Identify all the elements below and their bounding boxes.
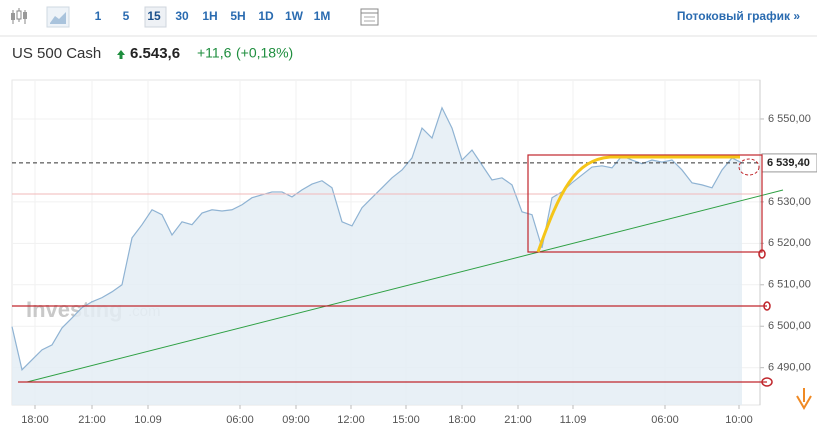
trend-line — [26, 189, 784, 383]
x-tick-label: 15:00 — [392, 414, 420, 426]
last-price-label: 6 539,40 — [767, 157, 810, 169]
box-handle — [758, 249, 766, 259]
x-tick-label: 11.09 — [560, 414, 587, 426]
x-tick-label: 18:00 — [448, 414, 476, 426]
y-tick-label: 6 550,00 — [768, 113, 811, 125]
interval-button[interactable]: 1W — [285, 9, 304, 23]
interval-button[interactable]: 1 — [95, 9, 102, 23]
up-arrow — [117, 50, 125, 59]
x-tick-label: 06:00 — [226, 414, 254, 426]
area-icon-glyph — [50, 12, 66, 24]
y-tick-label: 6 490,00 — [768, 362, 811, 374]
interval-button[interactable]: 15 — [147, 9, 161, 23]
down-arrow — [796, 388, 812, 410]
chart: 6 490,00 6 500,00 6 510,00 6 520,00 6 530,00… — [11, 79, 817, 426]
interval-button[interactable]: 30 — [175, 9, 189, 23]
interval-button[interactable]: 1M — [314, 9, 331, 23]
x-tick-label: 12:00 — [337, 414, 365, 426]
instrument-change: +11,6 — [197, 45, 232, 61]
interval-button[interactable]: 5H — [230, 9, 245, 23]
x-tick-label: 21:00 — [78, 414, 106, 426]
instrument-change-pct: (+0,18%) — [236, 45, 293, 61]
x-tick-label: 10.09 — [134, 414, 162, 426]
area-fill — [12, 107, 742, 405]
x-tick-label: 09:00 — [282, 414, 310, 426]
x-tick-label: 21:00 — [504, 414, 532, 426]
interval-button[interactable]: 5 — [123, 9, 130, 23]
curve — [536, 155, 740, 253]
level-handle — [763, 301, 771, 311]
y-tick-label: 6 500,00 — [768, 320, 811, 332]
y-tick-label: 6 510,00 — [768, 279, 811, 291]
interval-button[interactable]: 1H — [202, 9, 217, 23]
stream-link[interactable]: Потоковый график » — [677, 9, 800, 23]
level-handle — [761, 377, 773, 387]
interval-button[interactable]: 1D — [258, 9, 274, 23]
x-tick-label: 18:00 — [21, 414, 49, 426]
y-tick-label: 6 520,00 — [768, 237, 811, 249]
instrument-name: US 500 Cash — [12, 45, 101, 62]
instrument-price: 6.543,6 — [130, 45, 180, 62]
price-circle — [738, 158, 760, 176]
candle-icon[interactable] — [11, 8, 27, 24]
highlight-box — [527, 154, 763, 253]
y-tick-label: 6 530,00 — [768, 196, 811, 208]
x-tick-label: 10:00 — [725, 414, 753, 426]
x-tick-label: 06:00 — [651, 414, 679, 426]
panel-icon[interactable] — [360, 8, 379, 26]
selected-interval-box — [144, 6, 167, 28]
